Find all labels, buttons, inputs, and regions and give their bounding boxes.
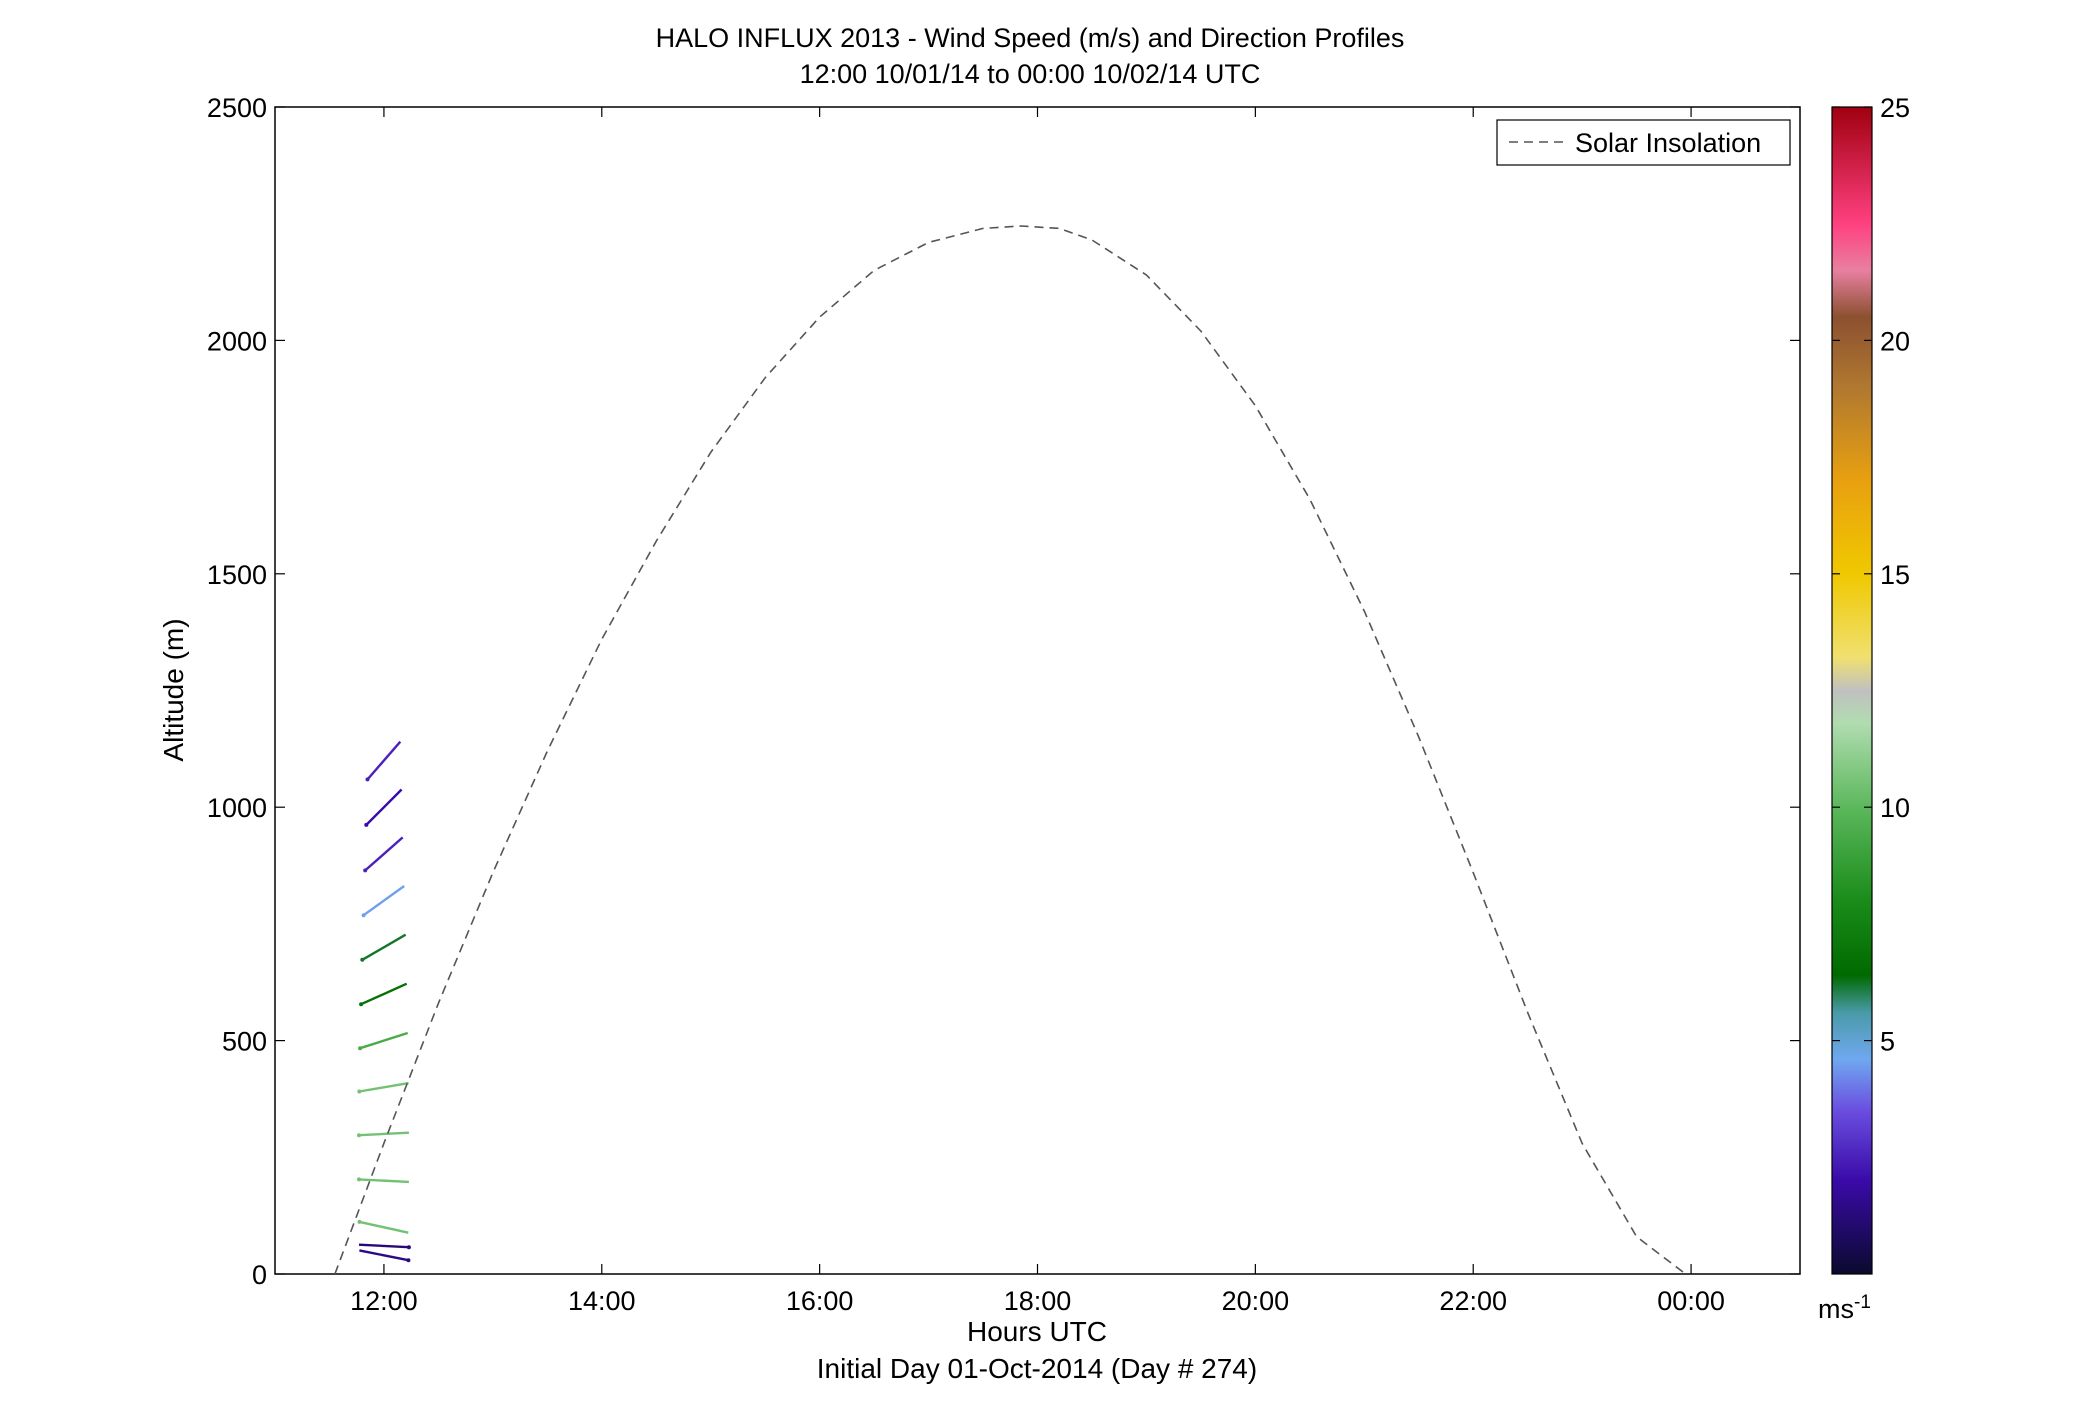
wind-barb [365,788,403,826]
colorbar-tick-label: 25 [1880,93,1910,123]
wind-barb-tip [406,1245,411,1250]
wind-barb-tip [363,868,368,873]
x-tick-label: 00:00 [1657,1286,1725,1316]
plot-area: 12:00 14:00 16:00 18:00 20:00 22:00 00:00 0 500… [207,93,1801,1316]
x-tick-label: 12:00 [350,1286,418,1316]
y-tick-label: 2500 [207,93,267,123]
colorbar: 5 10 15 20 25 ms-1 [1818,93,1910,1324]
plot-frame [274,106,1801,1275]
solar-insolation-curve [334,225,1687,1275]
wind-barb-tip [358,1046,363,1051]
colorbar-tick-label: 5 [1880,1027,1895,1057]
wind-barb [358,1243,409,1249]
wind-barb-tip [359,1002,364,1007]
wind-barb-tip [406,1258,411,1263]
x-axis-label-secondary: Initial Day 01-Oct-2014 (Day # 274) [817,1353,1257,1384]
y-tick-label: 1500 [207,560,267,590]
x-tick-label: 16:00 [786,1286,854,1316]
colorbar-tick-label: 15 [1880,560,1910,590]
wind-barb-tip [357,1133,361,1138]
wind-barb [364,836,404,872]
wind-barb-tip [364,822,369,827]
x-tick-label: 22:00 [1439,1286,1507,1316]
y-tick-label: 1000 [207,793,267,823]
legend: Solar Insolation [1496,119,1791,166]
x-axis-label: Hours UTC [967,1316,1107,1347]
wind-barb [358,1131,409,1137]
colorbar-unit: ms-1 [1818,1292,1871,1324]
wind-barb [359,1031,409,1050]
wind-barb [366,740,402,781]
wind-barb [359,1081,409,1093]
y-axis-ticks: 0 500 1000 1500 2000 2500 [207,93,1800,1290]
chart-title: HALO INFLUX 2013 - Wind Speed (m/s) and … [656,23,1405,53]
x-tick-label: 20:00 [1222,1286,1290,1316]
wind-barb-tip [360,957,365,962]
chart-subtitle: 12:00 10/01/14 to 00:00 10/02/14 UTC [800,59,1261,89]
x-tick-label: 18:00 [1004,1286,1072,1316]
colorbar-ticks: 5 10 15 20 25 [1832,93,1910,1057]
wind-barbs [357,740,411,1263]
y-tick-label: 0 [252,1260,267,1290]
colorbar-tick-label: 20 [1880,326,1910,356]
wind-barb [359,1249,409,1262]
legend-label: Solar Insolation [1575,128,1761,158]
colorbar-scale [1831,106,1873,1275]
x-axis-ticks: 12:00 14:00 16:00 18:00 20:00 22:00 00:00 [350,107,1725,1316]
colorbar-tick-label: 10 [1880,793,1910,823]
wind-barb [361,933,407,961]
wind-barb [358,1178,409,1184]
y-axis-label: Altitude (m) [158,618,189,761]
wind-barb-tip [365,777,370,782]
x-tick-label: 14:00 [568,1286,636,1316]
wind-barb [359,1220,409,1234]
wind-barb-tip [357,1219,362,1224]
wind-barb-tip [357,1089,362,1094]
wind-barb [362,885,405,917]
y-tick-label: 500 [222,1027,267,1057]
y-tick-label: 2000 [207,326,267,356]
wind-barb-tip [361,913,366,918]
wind-barb-tip [357,1177,361,1182]
wind-barb [360,982,408,1006]
